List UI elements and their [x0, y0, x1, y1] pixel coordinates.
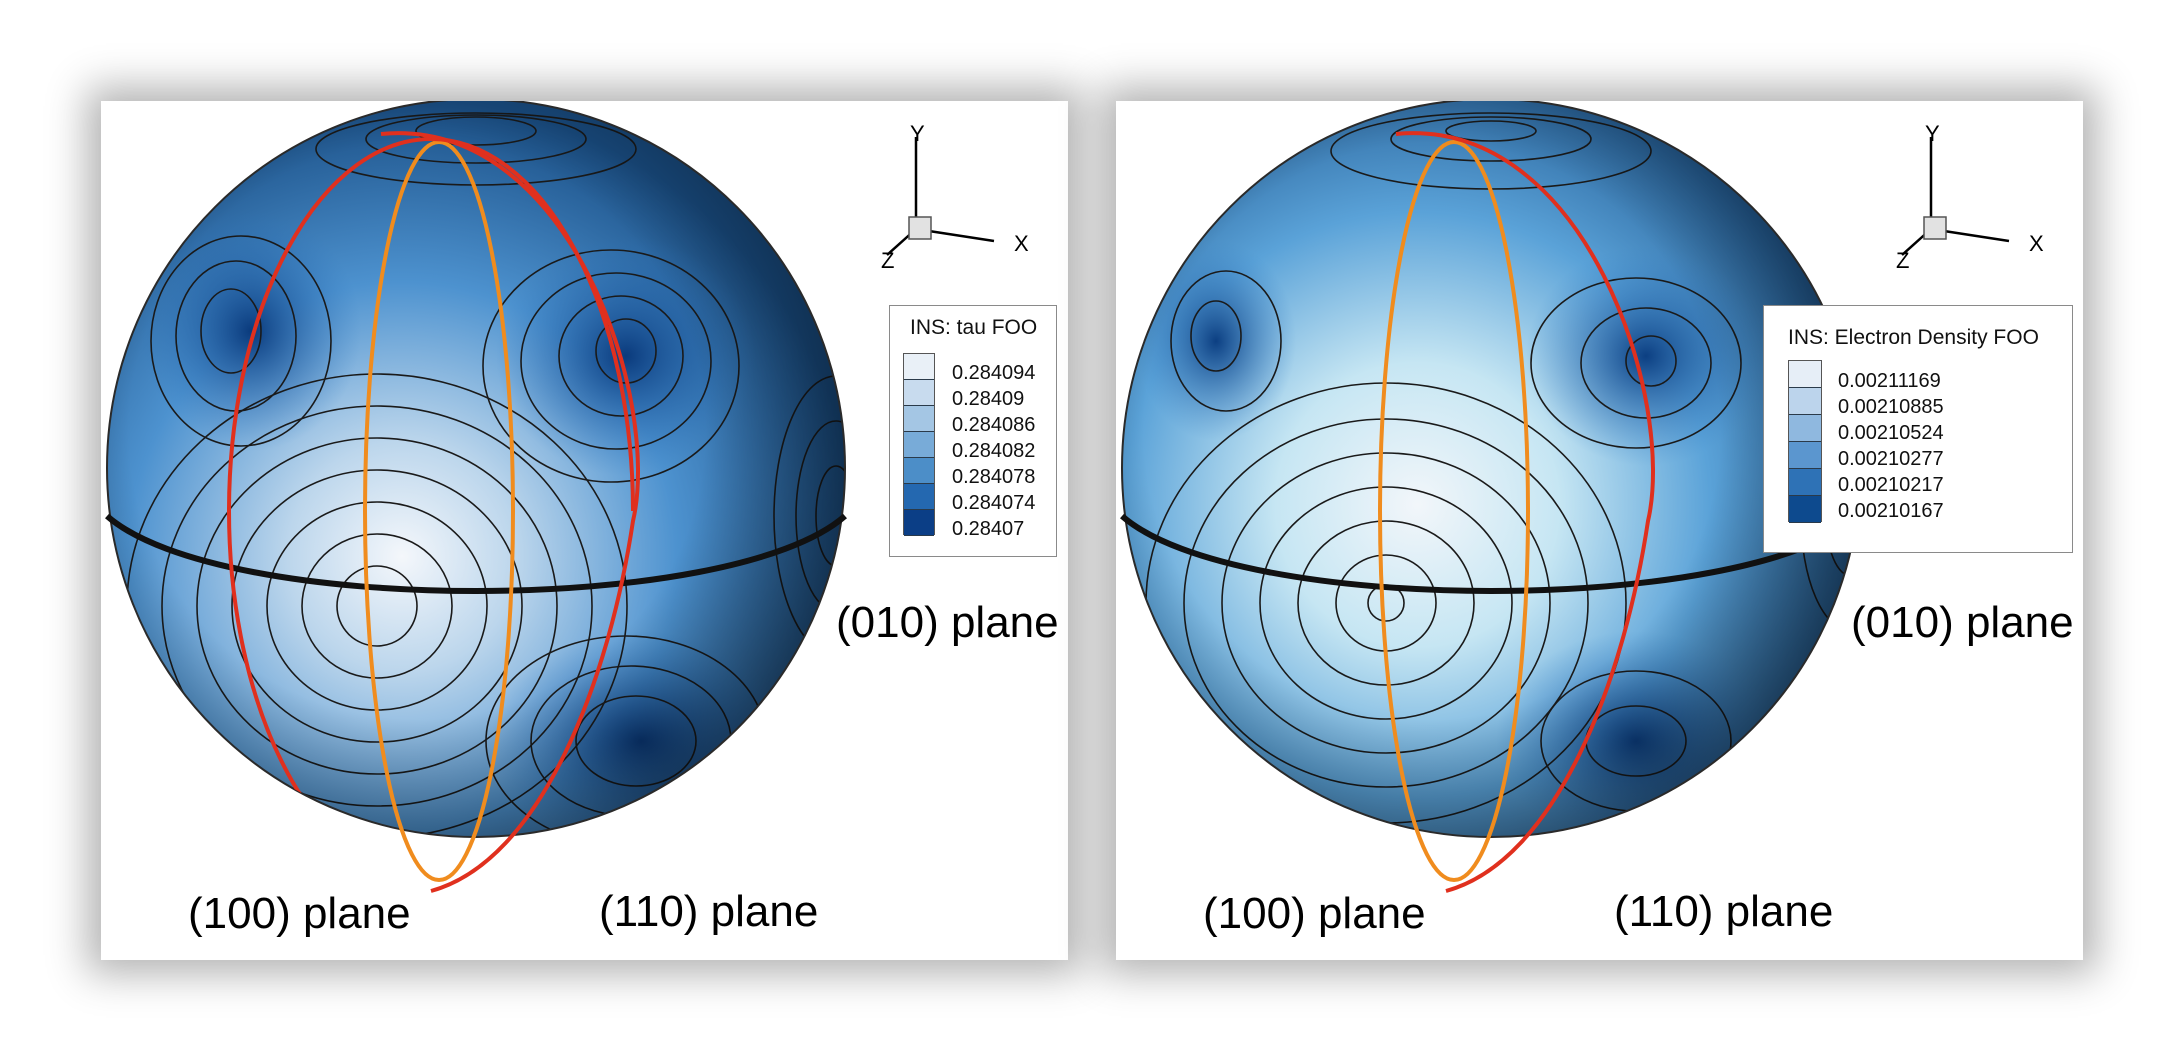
plane-label-010: (010) plane: [1851, 598, 2074, 647]
legend-entry: 0.284086: [952, 414, 1036, 436]
legend-swatch: [1789, 415, 1821, 442]
legend-swatch: [904, 510, 934, 536]
legend-entry: 0.00210524: [1838, 422, 1944, 444]
axis-triad: [1901, 137, 2010, 256]
legend-colorbar: [903, 353, 935, 536]
legend-entry: 0.284078: [952, 466, 1036, 488]
plane-label-100: (100) plane: [188, 889, 411, 938]
axis-z-label: Z: [881, 248, 895, 273]
legend-title: INS: tau FOO: [910, 316, 1038, 339]
legend-entry: 0.284082: [952, 440, 1036, 462]
axis-y-label: Y: [1925, 121, 1940, 146]
panel-electron-density: Y X Z INS: Electron Density FOO 0.002111…: [1116, 101, 2083, 960]
legend-swatch: [904, 380, 934, 406]
plane-110-trace: [1395, 131, 1656, 893]
plane-label-110: (110) plane: [599, 887, 819, 936]
legend-entry: 0.00210277: [1838, 448, 1944, 470]
plane-label-010: (010) plane: [836, 598, 1059, 647]
legend-title: INS: Electron Density FOO: [1788, 326, 2039, 349]
legend-colorbar: [1788, 360, 1822, 523]
legend-swatch: [1789, 361, 1821, 388]
legend-entry: 0.284074: [952, 492, 1036, 514]
axis-triad: [886, 137, 995, 256]
plane-100-trace: [363, 140, 515, 882]
sphere-plot-tau: [105, 101, 995, 893]
axis-x-label: X: [2029, 231, 2044, 256]
legend-swatch: [1789, 442, 1821, 469]
legend-entry: 0.00211169: [1838, 370, 1941, 392]
legend-tau: INS: tau FOO 0.284094 0.28409 0.284086 0…: [889, 305, 1057, 557]
legend-swatch: [904, 458, 934, 484]
plane-label-110: (110) plane: [1614, 887, 1834, 936]
legend-entry: 0.28409: [952, 388, 1025, 410]
axis-z-label: Z: [1896, 248, 1910, 273]
axis-x-label: X: [1014, 231, 1029, 256]
legend-swatch: [1789, 496, 1821, 523]
plane-label-100: (100) plane: [1203, 889, 1426, 938]
legend-swatch: [904, 432, 934, 458]
legend-swatch: [904, 406, 934, 432]
legend-swatch: [1789, 388, 1821, 415]
panel-tau: Y X Z INS: tau FOO 0.284094 0.28409 0.28…: [101, 101, 1068, 960]
legend-entry: 0.284094: [952, 362, 1036, 384]
legend-swatch: [904, 484, 934, 510]
legend-entry: 0.00210217: [1838, 474, 1944, 496]
legend-entry: 0.28407: [952, 518, 1025, 540]
legend-entry: 0.00210167: [1838, 500, 1944, 522]
axis-y-label: Y: [910, 121, 925, 146]
plane-010-trace: [105, 513, 847, 594]
legend-electron-density: INS: Electron Density FOO 0.00211169 0.0…: [1763, 305, 2073, 553]
plane-100-trace: [1378, 140, 1530, 882]
legend-swatch: [904, 354, 934, 380]
legend-entry: 0.00210885: [1838, 396, 1944, 418]
legend-swatch: [1789, 469, 1821, 496]
